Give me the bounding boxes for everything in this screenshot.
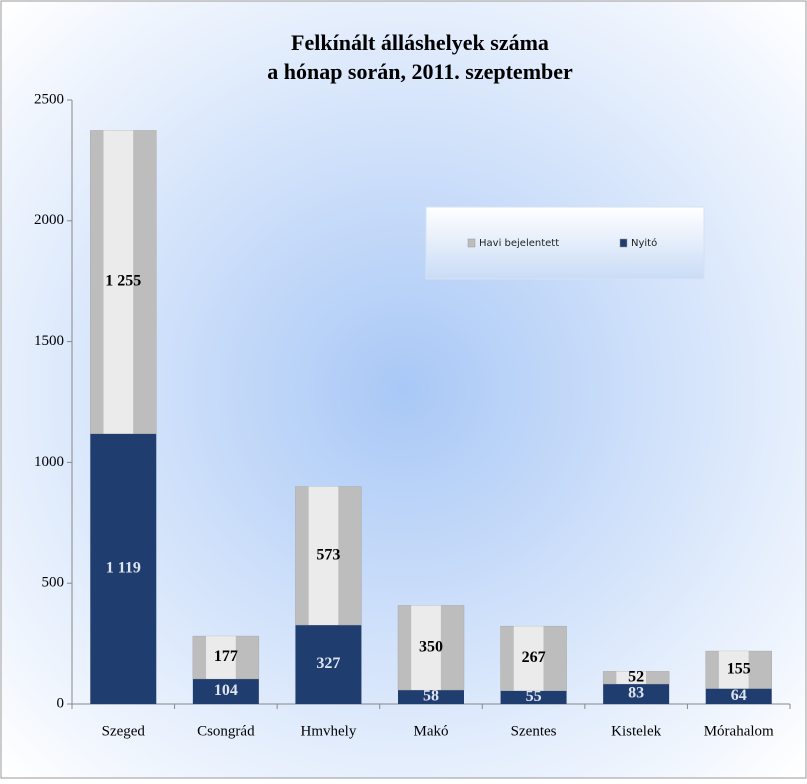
chart-title: Felkínált álláshelyek száma <box>291 30 549 55</box>
bar-highlight <box>103 130 134 434</box>
x-tick-label: Mórahalom <box>704 723 774 739</box>
bar-segment <box>295 624 362 704</box>
bar-segment <box>603 683 670 704</box>
data-label: 350 <box>419 638 443 655</box>
bar-highlight <box>206 636 236 679</box>
y-tick-label: 500 <box>42 575 65 591</box>
bar-highlight <box>616 671 647 684</box>
x-tick-label: Makó <box>414 723 449 739</box>
y-tick-label: 1500 <box>34 333 64 349</box>
data-label: 573 <box>316 546 340 563</box>
bar-highlight <box>513 626 544 691</box>
legend-box <box>425 206 705 280</box>
data-label: 1 119 <box>106 559 141 576</box>
legend-swatch <box>619 238 628 248</box>
chart-title: a hónap során, 2011. szeptember <box>267 59 573 84</box>
y-tick-label: 2500 <box>34 91 64 107</box>
legend-label: Nyitó <box>631 237 657 249</box>
bar-highlight <box>718 651 749 689</box>
x-tick-label: Szeged <box>102 723 146 739</box>
data-label: 104 <box>214 682 238 699</box>
x-tick-label: Kistelek <box>611 723 661 739</box>
legend-swatch <box>467 238 476 248</box>
data-label: 155 <box>727 660 751 677</box>
data-label: 52 <box>628 668 644 685</box>
bar-segment <box>500 690 567 704</box>
data-label: 58 <box>423 688 439 705</box>
data-label: 83 <box>628 685 644 702</box>
bar-segment <box>90 433 157 704</box>
data-label: 327 <box>316 655 340 672</box>
x-tick-label: Hmvhely <box>301 723 357 739</box>
bar-segment <box>705 688 772 704</box>
y-tick-label: 1000 <box>34 454 64 470</box>
data-label: 267 <box>522 649 546 666</box>
bar-segment <box>192 678 259 704</box>
bar-segment <box>398 689 464 704</box>
data-label: 177 <box>214 648 238 665</box>
data-label: 64 <box>731 687 747 704</box>
data-label: 1 255 <box>105 273 141 290</box>
y-tick-label: 2000 <box>34 212 64 228</box>
y-tick-label: 0 <box>57 695 65 711</box>
legend-label: Havi bejelentett <box>479 238 559 249</box>
x-tick-label: Csongrád <box>197 723 255 739</box>
x-tick-label: Szentes <box>511 723 557 739</box>
bar-highlight <box>411 605 441 690</box>
bar-highlight <box>308 486 339 625</box>
data-label: 55 <box>526 688 542 705</box>
